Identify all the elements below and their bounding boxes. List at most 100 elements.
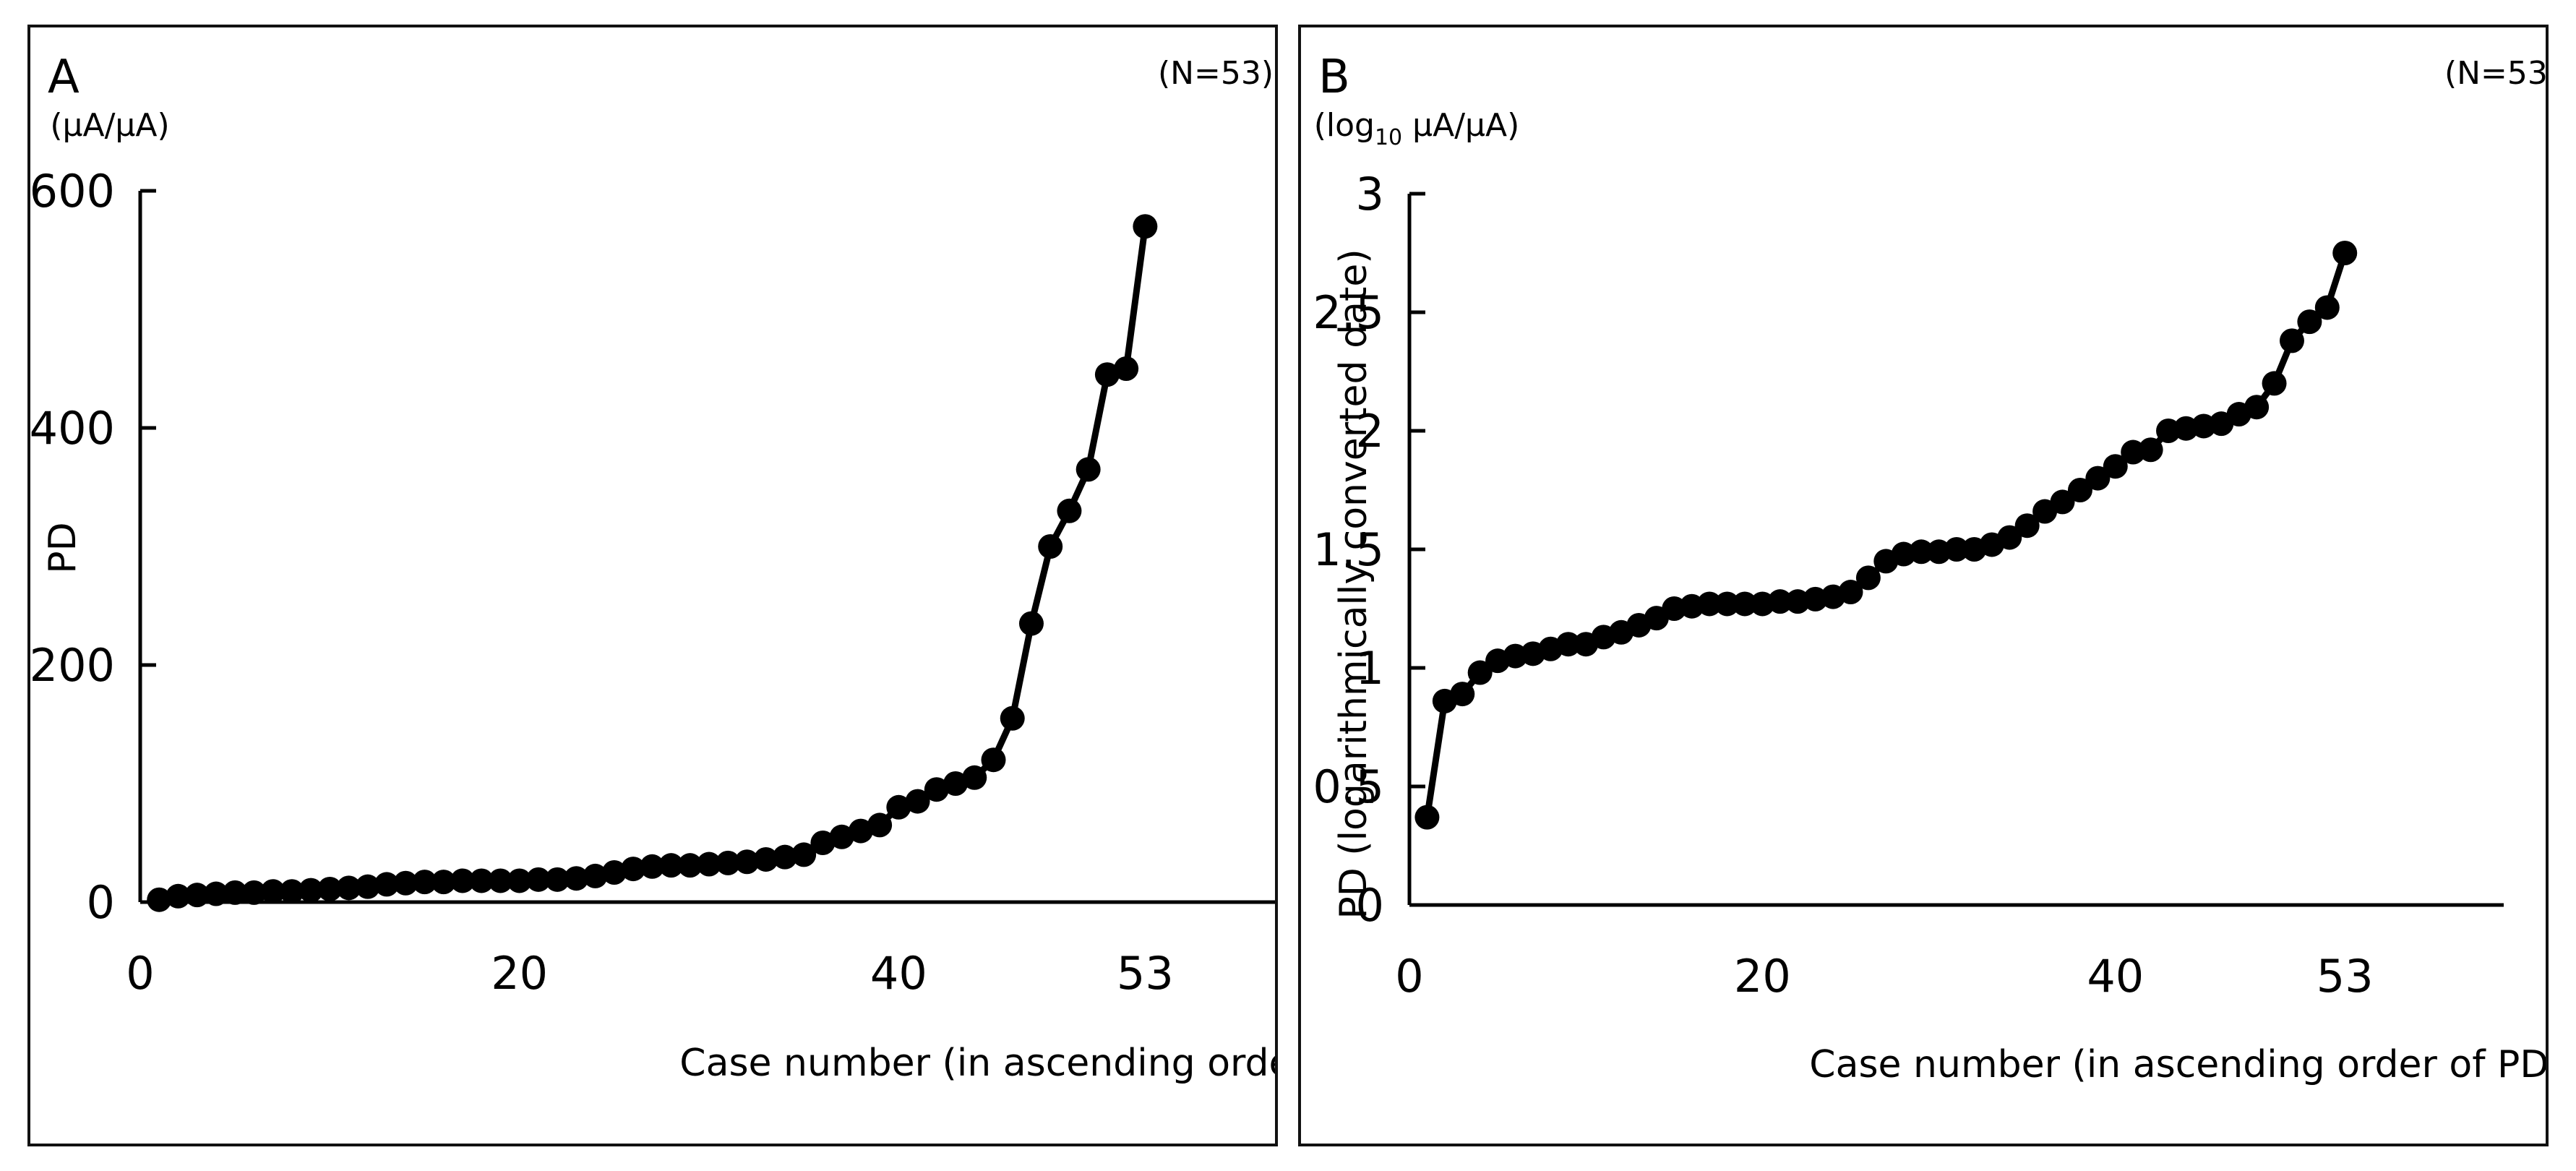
unit-label-b-sub: 10 <box>1375 125 1402 150</box>
data-point <box>431 870 456 895</box>
data-point <box>299 878 324 903</box>
ylabel-b: PD (logarithmically converted date) <box>1332 249 1375 919</box>
data-point <box>848 818 873 844</box>
panel-a: A (N=53) (μA/μA) PD Case number (in asce… <box>27 25 1278 1146</box>
y-tick-label: 1.5 <box>1313 523 1384 576</box>
x-tick-label: 53 <box>2317 950 2374 1003</box>
data-point <box>716 850 741 875</box>
data-point <box>355 874 380 899</box>
ylabel-a: PD <box>41 522 85 573</box>
data-point <box>772 844 797 870</box>
data-point <box>545 867 570 892</box>
data-point <box>1714 591 1740 617</box>
data-point <box>981 747 1006 773</box>
n-label-b: (N=53) <box>2444 55 2546 92</box>
data-point <box>1555 632 1581 657</box>
data-point <box>1414 805 1440 830</box>
data-point <box>1997 525 2022 550</box>
data-point <box>886 794 911 820</box>
y-tick-label: 400 <box>30 402 115 455</box>
x-tick-label: 0 <box>1395 950 1423 1003</box>
x-tick-label: 20 <box>1734 950 1791 1003</box>
xlabel-b: Case number (in ascending order of PD) <box>1809 1043 2546 1086</box>
chart-a-svg: A (N=53) (μA/μA) PD Case number (in asce… <box>30 51 1275 1085</box>
series-line <box>1423 252 2348 818</box>
data-point <box>2014 513 2040 539</box>
data-point <box>374 872 400 897</box>
data-point <box>223 880 248 905</box>
data-point <box>943 771 969 796</box>
panel-letter-a: A <box>48 51 80 104</box>
data-point <box>1000 705 1025 731</box>
data-point <box>1909 539 1934 565</box>
data-point <box>1057 498 1082 523</box>
data-point <box>317 876 343 901</box>
panel-b: B (N=53) (log10 μA/μA) PD (logarithmical… <box>1298 25 2549 1146</box>
data-point <box>469 868 494 893</box>
data-point <box>1855 565 1881 591</box>
data-point <box>640 854 665 879</box>
data-point <box>488 868 513 893</box>
unit-label-b-suffix: μA/μA) <box>1402 107 1519 144</box>
data-point <box>564 866 589 891</box>
data-point <box>1467 660 1493 685</box>
data-point <box>583 863 608 888</box>
data-point <box>2067 478 2092 502</box>
data-point <box>166 883 191 909</box>
x-tick-label: 40 <box>2087 950 2144 1003</box>
data-point <box>810 831 836 855</box>
data-point <box>677 853 703 878</box>
data-point <box>829 824 854 849</box>
x-tick-label: 0 <box>126 947 154 1000</box>
data-point <box>1094 362 1120 387</box>
n-label-a: (N=53) <box>1158 55 1274 92</box>
data-point <box>2332 241 2358 265</box>
data-point <box>393 870 418 896</box>
data-point <box>658 853 684 878</box>
data-point <box>601 860 627 885</box>
data-point <box>924 777 949 802</box>
y-tick-label: 2 <box>1356 405 1384 458</box>
data-point <box>962 765 987 790</box>
data-point <box>2138 437 2163 463</box>
unit-label-b-prefix: (log <box>1314 107 1375 144</box>
y-tick-label: 0 <box>87 876 115 929</box>
unit-label-b: (log10 μA/μA) <box>1314 107 1520 150</box>
data-point <box>753 846 778 872</box>
data-point <box>621 857 646 882</box>
data-point <box>336 875 361 901</box>
data-point <box>791 842 817 867</box>
data-point <box>1732 591 1757 617</box>
y-tick-label: 0 <box>1356 879 1384 932</box>
data-point <box>2279 328 2304 353</box>
data-point <box>1697 591 1722 617</box>
data-point <box>525 867 551 892</box>
data-point <box>241 880 267 905</box>
data-point <box>184 883 210 908</box>
data-point <box>905 789 930 814</box>
data-point <box>1944 537 1969 562</box>
panel-letter-b: B <box>1318 51 1350 104</box>
data-point <box>2297 309 2322 335</box>
data-point <box>2262 371 2287 396</box>
series-line <box>158 226 1149 904</box>
data-point <box>1038 534 1063 559</box>
y-tick-label: 600 <box>30 165 115 218</box>
data-point <box>1114 356 1139 381</box>
data-point <box>1133 214 1158 239</box>
y-tick-label: 1 <box>1356 642 1384 695</box>
xlabel-a: Case number (in ascending order of PD) <box>679 1042 1275 1085</box>
unit-label-a: (μA/μA) <box>50 107 169 144</box>
data-point <box>279 879 304 904</box>
data-point <box>260 879 285 904</box>
data-point <box>412 870 437 895</box>
data-point <box>507 868 532 893</box>
data-point <box>2103 454 2128 479</box>
data-point <box>147 887 172 912</box>
data-point <box>734 849 760 875</box>
y-tick-label: 3 <box>1356 168 1384 220</box>
x-tick-label: 53 <box>1117 947 1174 1000</box>
data-point <box>1767 589 1793 614</box>
y-tick-label: 0.5 <box>1313 760 1384 813</box>
data-point <box>2050 489 2075 515</box>
